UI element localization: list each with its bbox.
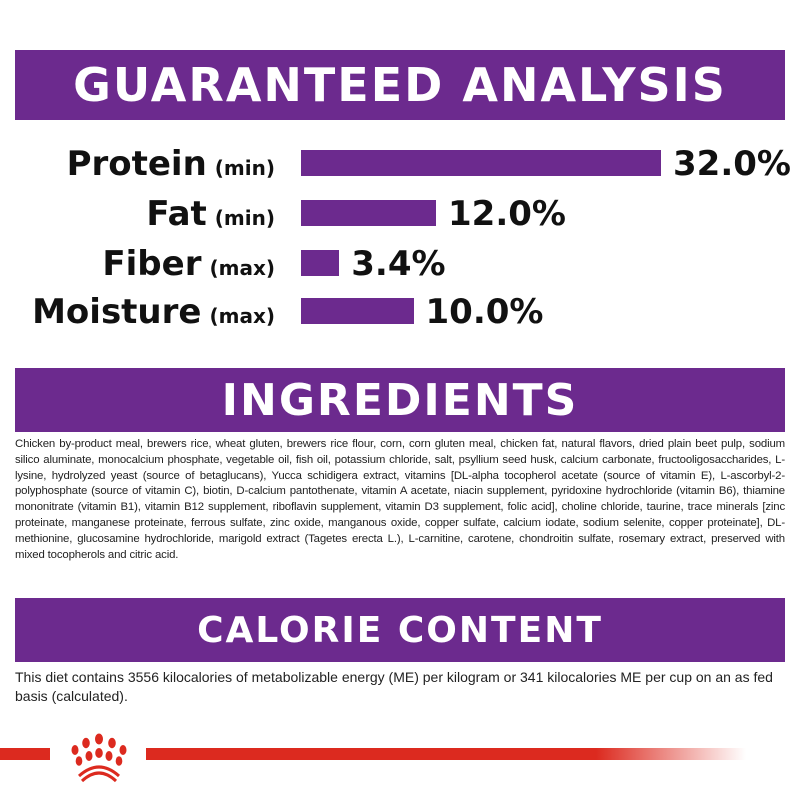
- calorie-content-heading: CALORIE CONTENT: [15, 598, 785, 662]
- nutrient-bar: [301, 150, 661, 176]
- analysis-row-protein: Protein (min) 32.0%: [0, 144, 800, 184]
- brand-line-left: [0, 748, 50, 760]
- ingredients-heading: INGREDIENTS: [15, 368, 785, 432]
- calorie-content-text: This diet contains 3556 kilocalories of …: [15, 669, 773, 704]
- nutrient-value: 10.0%: [425, 292, 544, 332]
- nutrient-value: 12.0%: [448, 194, 566, 234]
- analysis-row-fat: Fat (min) 12.0%: [0, 194, 800, 234]
- nutrient-value: 3.4%: [351, 244, 446, 284]
- nutrient-bar: [301, 250, 340, 276]
- guaranteed-analysis-heading: GUARANTEED ANALYSIS: [15, 50, 785, 120]
- analysis-row-fiber: Fiber (max) 3.4%: [0, 244, 800, 284]
- royal-canin-crown-icon: [71, 733, 127, 783]
- nutrient-name: Protein: [66, 144, 207, 184]
- nutrient-name: Fiber: [102, 244, 202, 284]
- nutrient-bar: [301, 298, 414, 324]
- nutrient-qualifier: (min): [214, 156, 275, 180]
- nutrient-qualifier: (max): [209, 256, 275, 280]
- nutrient-qualifier: (max): [209, 304, 275, 328]
- nutrient-name: Fat: [146, 194, 207, 234]
- ingredients-text: Chicken by-product meal, brewers rice, w…: [15, 438, 785, 561]
- nutrient-value: 32.0%: [673, 144, 791, 184]
- brand-line-right: [146, 748, 746, 760]
- nutrient-name: Moisture: [32, 292, 202, 332]
- nutrient-bar: [301, 200, 436, 226]
- analysis-row-moisture: Moisture (max) 10.0%: [0, 292, 800, 332]
- nutrient-qualifier: (min): [214, 206, 275, 230]
